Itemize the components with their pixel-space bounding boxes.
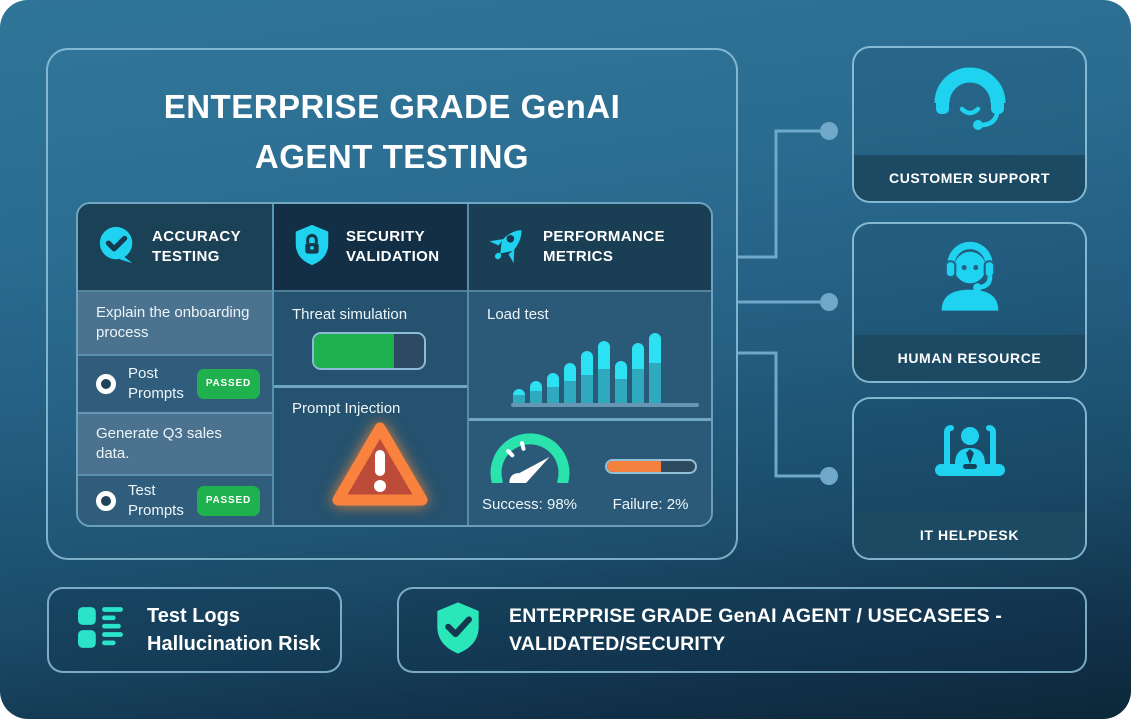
test-logs-card: Test Logs Hallucination Risk (47, 587, 342, 673)
title-line-2: AGENT TESTING (254, 138, 530, 175)
hr-agent-icon (928, 241, 1012, 318)
load-test-bar (530, 381, 542, 403)
load-test-bars (511, 327, 699, 403)
accuracy-header-label: ACCURACY TESTING (152, 228, 242, 265)
prompt-injection-section: Prompt Injection (274, 388, 467, 525)
success-metric: Success: 98% (469, 421, 590, 525)
accuracy-row-4-label: Test Prompts (128, 481, 184, 519)
laptop-person-icon (927, 419, 1013, 490)
test-logs-line-1: Test Logs (147, 605, 240, 627)
it-helpdesk-label: IT HELPDESK (854, 512, 1085, 558)
load-test-bar (649, 333, 661, 403)
shield-lock-icon (292, 223, 332, 272)
connector-dot (820, 293, 838, 311)
performance-header: PERFORMANCE METRICS (469, 204, 711, 292)
threat-progress-bar (312, 332, 426, 370)
human-resource-label: HUMAN RESOURCE (854, 335, 1085, 381)
failure-label: Failure: 2% (612, 496, 689, 513)
radio-icon (96, 374, 116, 394)
success-label: Success: 98% (481, 496, 578, 513)
threat-simulation-label: Threat simulation (292, 306, 408, 323)
metrics-section: Success: 98% Failure: 2% (469, 421, 711, 525)
security-header-label: SECURITY VALIDATION (346, 228, 440, 265)
load-test-bar (632, 343, 644, 403)
failure-bar (604, 459, 697, 474)
chart-baseline (511, 403, 699, 407)
rocket-icon (487, 224, 529, 271)
shield-check-icon (433, 600, 483, 661)
customer-support-label: CUSTOMER SUPPORT (854, 155, 1085, 201)
load-test-bar (547, 373, 559, 403)
load-test-bar (615, 361, 627, 403)
accuracy-column: ACCURACY TESTING Explain the onboarding … (78, 204, 274, 525)
test-logs-text: Test Logs Hallucination Risk (147, 602, 320, 658)
headset-agent-icon (928, 63, 1012, 140)
connector-dot (820, 467, 838, 485)
accuracy-row-3: Generate Q3 sales data. (78, 412, 272, 474)
human-resource-card: HUMAN RESOURCE (852, 222, 1087, 383)
it-helpdesk-card: IT HELPDESK (852, 397, 1087, 560)
radio-icon (96, 490, 116, 511)
validated-security-text: ENTERPRISE GRADE GenAI AGENT / USECASEES… (509, 602, 1002, 658)
threat-progress-fill (314, 334, 395, 368)
prompt-injection-label: Prompt Injection (292, 400, 401, 417)
passed-badge: PASSED (196, 369, 260, 399)
accuracy-header: ACCURACY TESTING (78, 204, 272, 292)
passed-badge: PASSED (196, 485, 260, 516)
customer-support-icon-zone (854, 48, 1085, 155)
customer-support-card: CUSTOMER SUPPORT (852, 46, 1087, 203)
gauge-icon (485, 421, 575, 491)
it-helpdesk-icon-zone (854, 399, 1085, 510)
feature-table: ACCURACY TESTING Explain the onboarding … (76, 202, 713, 527)
main-panel: ENTERPRISE GRADE GenAI AGENT TESTING ACC… (46, 48, 738, 560)
test-logs-line-2: Hallucination Risk (147, 633, 321, 655)
failure-bar-fill (606, 461, 662, 472)
accuracy-row-1: Explain the onboarding process (78, 292, 272, 354)
security-header: SECURITY VALIDATION (274, 204, 467, 292)
title-line-1: ENTERPRISE GRADE GenAI (163, 88, 621, 125)
accuracy-row-1-label: Explain the onboarding process (96, 304, 250, 341)
load-test-bar (513, 389, 525, 403)
failure-metric: Failure: 2% (590, 421, 711, 525)
test-logs-icon (77, 604, 125, 657)
threat-simulation-section: Threat simulation (274, 292, 467, 388)
performance-header-label: PERFORMANCE METRICS (543, 228, 665, 265)
load-test-section: Load test (469, 292, 711, 421)
connector-dot (820, 122, 838, 140)
chat-check-icon (96, 224, 138, 271)
accuracy-row-2: Post Prompts PASSED (78, 354, 272, 412)
accuracy-row-2-label: Post Prompts (128, 365, 184, 402)
validated-line-1: ENTERPRISE GRADE GenAI AGENT / USECASEES… (509, 605, 1003, 627)
accuracy-row-4: Test Prompts PASSED (78, 474, 272, 525)
human-resource-icon-zone (854, 224, 1085, 335)
load-test-bar (564, 363, 576, 403)
validated-security-card: ENTERPRISE GRADE GenAI AGENT / USECASEES… (397, 587, 1087, 673)
page-title: ENTERPRISE GRADE GenAI AGENT TESTING (48, 82, 736, 182)
validated-line-2: VALIDATED/SECURITY (509, 633, 726, 655)
security-column: SECURITY VALIDATION Threat simulation Pr… (274, 204, 469, 525)
performance-column: PERFORMANCE METRICS Load test (469, 204, 711, 525)
load-test-bar (581, 351, 593, 403)
load-test-label: Load test (487, 306, 549, 323)
load-test-bar (598, 341, 610, 403)
warning-triangle-icon (330, 420, 430, 515)
accuracy-row-3-label: Generate Q3 sales data. (96, 425, 222, 462)
